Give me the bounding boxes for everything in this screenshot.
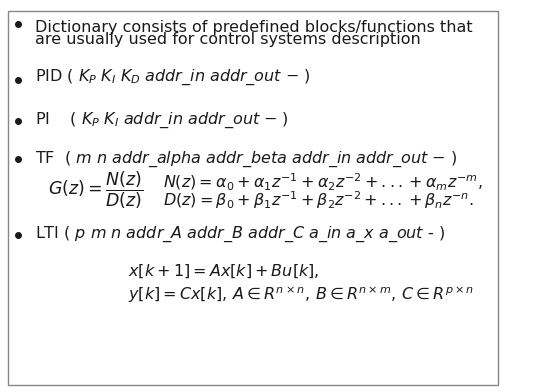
Text: PI    ( $\mathit{K_P}$ $\mathit{K_I}$ $\mathit{addr\_in}$ $\mathit{addr\_out}$ $: PI ( $\mathit{K_P}$ $\mathit{K_I}$ $\mat… [36, 111, 289, 131]
Text: are usually used for control systems description: are usually used for control systems des… [36, 32, 421, 47]
Text: $D(z) = \beta_0 + \beta_1 z^{-1} + \beta_2 z^{-2} + ... + \beta_n z^{-n}.$: $D(z) = \beta_0 + \beta_1 z^{-1} + \beta… [163, 189, 474, 211]
Text: Dictionary consists of predefined blocks/functions that: Dictionary consists of predefined blocks… [36, 20, 473, 35]
Text: $G(z) = \dfrac{N(z)}{D(z)}$: $G(z) = \dfrac{N(z)}{D(z)}$ [48, 169, 143, 211]
Text: $y[k] = Cx[k], \, A \in R^{n \times n}, \, B \in R^{n \times m}, \, C \in R^{p \: $y[k] = Cx[k], \, A \in R^{n \times n}, … [128, 284, 474, 305]
Text: TF  ( $\mathit{m}$ $\mathit{n}$ $\mathit{addr\_alpha}$ $\mathit{addr\_beta}$ $\m: TF ( $\mathit{m}$ $\mathit{n}$ $\mathit{… [36, 150, 457, 169]
Text: LTI ( $\mathit{p}$ $\mathit{m}$ $\mathit{n}$ $\mathit{addr\_A}$ $\mathit{addr\_B: LTI ( $\mathit{p}$ $\mathit{m}$ $\mathit… [36, 225, 445, 244]
Text: PID ( $\mathit{K_P}$ $\mathit{K_I}$ $\mathit{K_D}$ $\mathit{addr\_in}$ $\mathit{: PID ( $\mathit{K_P}$ $\mathit{K_I}$ $\ma… [36, 67, 311, 87]
Text: $N(z) = \alpha_0 + \alpha_1 z^{-1} + \alpha_2 z^{-2} + ... + \alpha_m z^{-m},$: $N(z) = \alpha_0 + \alpha_1 z^{-1} + \al… [163, 172, 482, 193]
Text: $x[k+1] = Ax[k] + Bu[k],$: $x[k+1] = Ax[k] + Bu[k],$ [128, 263, 319, 280]
